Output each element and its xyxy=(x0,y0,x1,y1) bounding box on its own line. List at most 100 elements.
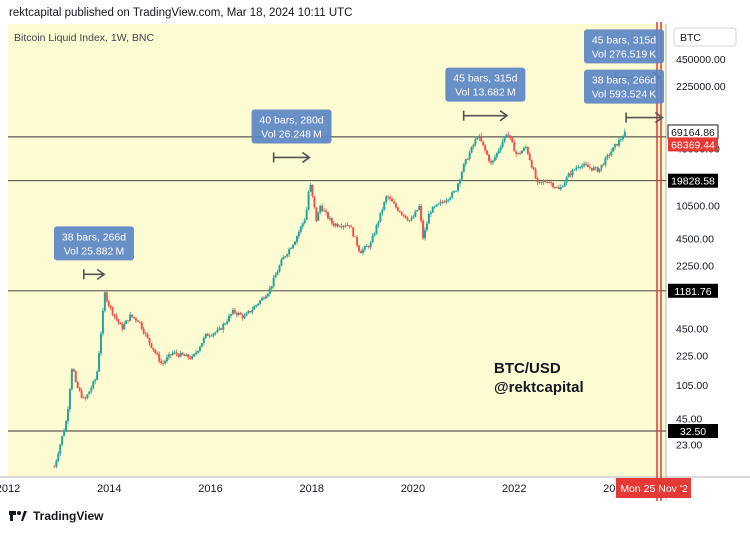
candle-body xyxy=(530,160,533,168)
candle-body xyxy=(509,135,512,138)
candle-body xyxy=(125,320,128,325)
candle-body xyxy=(373,233,376,236)
candle-body xyxy=(55,460,58,467)
candle-body xyxy=(488,154,491,162)
candle-body xyxy=(511,137,514,143)
candle-body xyxy=(332,223,335,226)
callout-volume-text: Vol 26.248 M xyxy=(261,128,321,140)
candle-body xyxy=(94,379,97,382)
candle-body xyxy=(451,192,454,198)
candle-body xyxy=(74,371,77,382)
candle-body xyxy=(396,207,399,211)
candle-body xyxy=(127,320,130,322)
candle-body xyxy=(131,314,134,317)
candle-body xyxy=(99,333,102,354)
candle-body xyxy=(398,210,401,213)
candle-body xyxy=(88,391,91,395)
candle-body xyxy=(185,354,188,356)
candle-body xyxy=(602,164,605,166)
candle-body xyxy=(160,361,163,363)
candle-body xyxy=(326,212,329,219)
candle-body xyxy=(162,362,165,364)
candle-body xyxy=(472,144,475,147)
y-tick-label: 23.00 xyxy=(676,439,702,451)
candle-body xyxy=(619,139,622,141)
candle-body xyxy=(367,246,370,248)
candle-body xyxy=(427,214,430,224)
candle-body xyxy=(377,221,380,225)
candle-body xyxy=(179,352,182,357)
candle-body xyxy=(517,153,520,154)
candle-body xyxy=(330,218,333,224)
candle-body xyxy=(171,352,174,355)
measure-callout-box xyxy=(445,67,526,102)
candle-body xyxy=(550,182,553,184)
candle-body xyxy=(292,244,295,249)
candle-body xyxy=(526,147,529,154)
candle-body xyxy=(336,223,339,227)
candle-body xyxy=(105,292,108,302)
candle-body xyxy=(482,141,485,146)
candle-body xyxy=(101,310,104,334)
candle-body xyxy=(521,150,524,154)
candle-body xyxy=(282,257,285,260)
candle-body xyxy=(420,206,423,221)
x-tick-label: 2016 xyxy=(198,483,222,495)
candle-body xyxy=(594,167,597,168)
candle-body xyxy=(489,161,492,163)
candle-body xyxy=(107,301,110,306)
candle-body xyxy=(290,248,293,249)
candle-body xyxy=(233,309,236,313)
candle-body xyxy=(567,173,570,178)
candle-body xyxy=(57,453,60,461)
candle-body xyxy=(359,251,362,254)
candle-body xyxy=(598,168,601,172)
candle-body xyxy=(538,181,541,183)
candle-body xyxy=(53,466,56,468)
candle-body xyxy=(501,141,504,148)
tradingview-footer[interactable]: TradingView xyxy=(8,507,103,525)
x-tick-label: 2020 xyxy=(401,483,425,495)
candle-body xyxy=(513,142,516,152)
candle-body xyxy=(608,155,611,156)
watermark-pair: BTC/USD xyxy=(494,360,561,377)
candle-body xyxy=(406,218,409,221)
candle-body xyxy=(177,354,180,357)
candle-body xyxy=(121,324,124,330)
chart-title: Bitcoin Liquid Index, 1W, BNC xyxy=(14,32,154,44)
candle-body xyxy=(493,157,496,161)
candle-body xyxy=(606,155,609,158)
candle-body xyxy=(503,136,506,142)
candle-body xyxy=(175,352,178,355)
candle-body xyxy=(352,227,355,237)
candle-body xyxy=(328,218,331,220)
candle-body xyxy=(72,369,75,372)
candle-body xyxy=(571,169,574,176)
candle-body xyxy=(458,179,461,184)
candle-body xyxy=(84,397,87,399)
candle-body xyxy=(152,347,155,351)
publish-header: rektcapital published on TradingView.com… xyxy=(9,7,353,19)
candle-body xyxy=(317,212,320,221)
candle-body xyxy=(534,169,537,179)
candle-body xyxy=(280,259,283,266)
watermark-author: @rektcapital xyxy=(494,379,584,396)
candle-body xyxy=(274,275,277,278)
candle-body xyxy=(375,224,378,234)
candle-body xyxy=(621,137,624,140)
candle-body xyxy=(412,216,415,219)
candle-body xyxy=(193,354,196,357)
candle-body xyxy=(90,387,93,392)
candle-body xyxy=(590,167,593,171)
x-tick-label: 2018 xyxy=(300,483,324,495)
symbol-search-box[interactable] xyxy=(673,27,737,47)
candle-body xyxy=(416,210,419,212)
candle-body xyxy=(445,200,448,203)
candle-body xyxy=(196,350,199,353)
x-tick-label: 2022 xyxy=(502,483,526,495)
symbol-search-text: BTC xyxy=(680,32,701,44)
candle-body xyxy=(553,187,556,188)
candle-body xyxy=(363,246,366,250)
